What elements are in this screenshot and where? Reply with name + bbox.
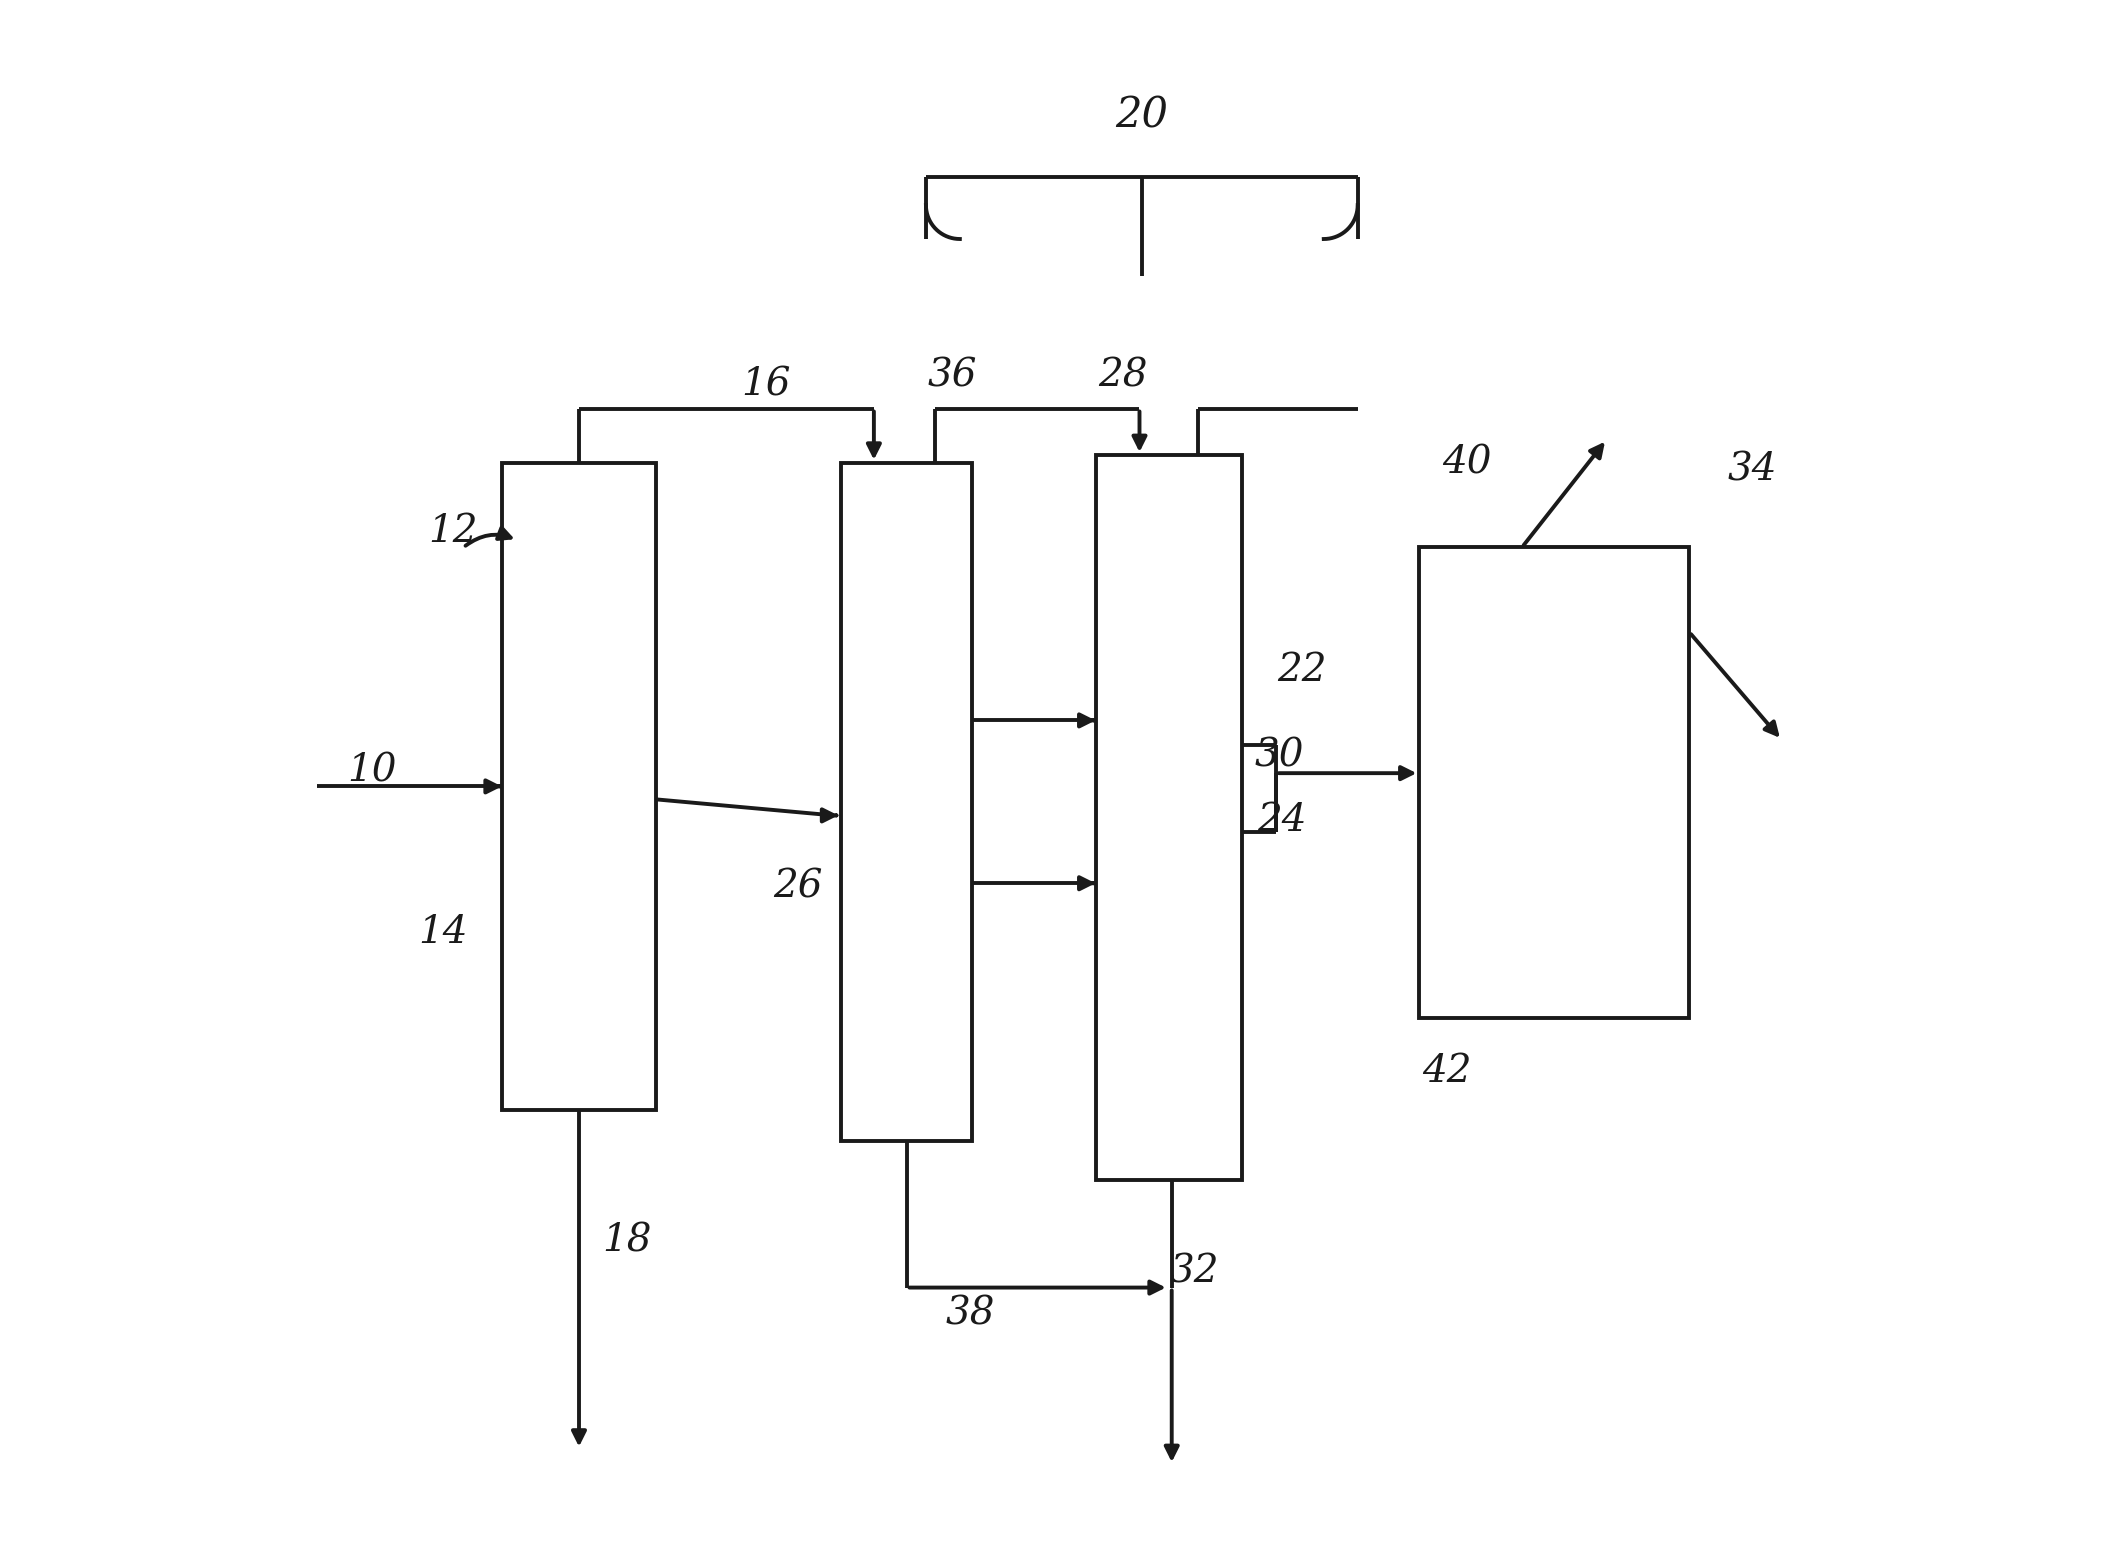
Text: 20: 20 [1116,94,1169,137]
Text: 42: 42 [1423,1053,1471,1090]
Text: 18: 18 [602,1223,651,1260]
Text: 38: 38 [945,1295,996,1332]
Text: 12: 12 [427,513,478,550]
Text: 14: 14 [419,914,467,951]
Text: 40: 40 [1442,444,1492,481]
Text: 16: 16 [740,367,791,404]
Bar [1095,455,1243,1180]
Text: 26: 26 [774,868,822,905]
Text: 34: 34 [1727,452,1778,489]
Text: 22: 22 [1277,652,1328,689]
Text: 30: 30 [1254,737,1304,774]
Bar [501,463,655,1110]
Bar [1418,547,1689,1018]
Text: 36: 36 [928,358,977,395]
Text: 24: 24 [1258,802,1306,839]
Text: 28: 28 [1099,358,1148,395]
Bar [841,463,972,1141]
Text: 10: 10 [347,752,397,790]
Text: 32: 32 [1169,1254,1220,1291]
